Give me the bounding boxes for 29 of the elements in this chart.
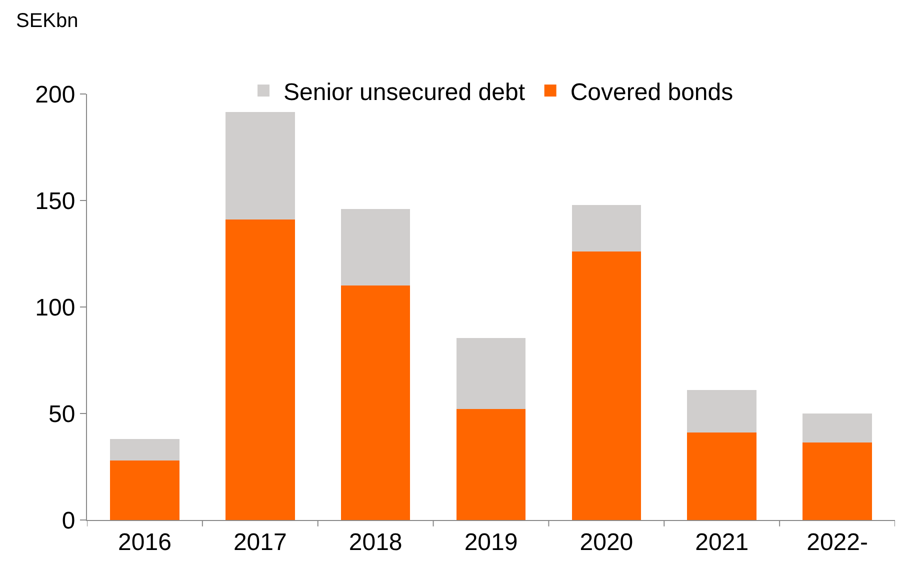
bar (687, 390, 756, 433)
bar (340, 209, 410, 286)
bar (340, 286, 410, 520)
x-tick-label: 2022- (806, 528, 868, 556)
bar (572, 204, 642, 252)
x-tick-label: 2018 (348, 528, 402, 556)
bar (110, 439, 180, 460)
legend-label: Covered bonds (570, 78, 734, 106)
y-tick-label: 200 (35, 81, 76, 108)
x-tick-label: 2016 (118, 528, 172, 556)
x-tick-label: 2019 (464, 528, 518, 556)
bar (802, 414, 872, 442)
bar (802, 442, 872, 520)
x-tick-label: 2020 (580, 528, 634, 556)
y-tick-label: 150 (35, 188, 76, 215)
y-tick-label: 50 (48, 400, 76, 428)
bar (456, 409, 526, 520)
bar (456, 338, 526, 410)
bar (226, 112, 295, 220)
bar (226, 220, 295, 520)
y-tick-label: 100 (35, 294, 76, 322)
bar (687, 432, 756, 520)
y-axis-title: SEKbn (16, 10, 78, 32)
x-tick-label: 2017 (233, 528, 287, 556)
legend-label: Senior unsecured debt (284, 78, 526, 106)
x-tick-label: 2021 (695, 528, 749, 556)
bar (572, 252, 642, 520)
y-tick-label: 0 (62, 507, 76, 534)
bar (110, 460, 180, 520)
